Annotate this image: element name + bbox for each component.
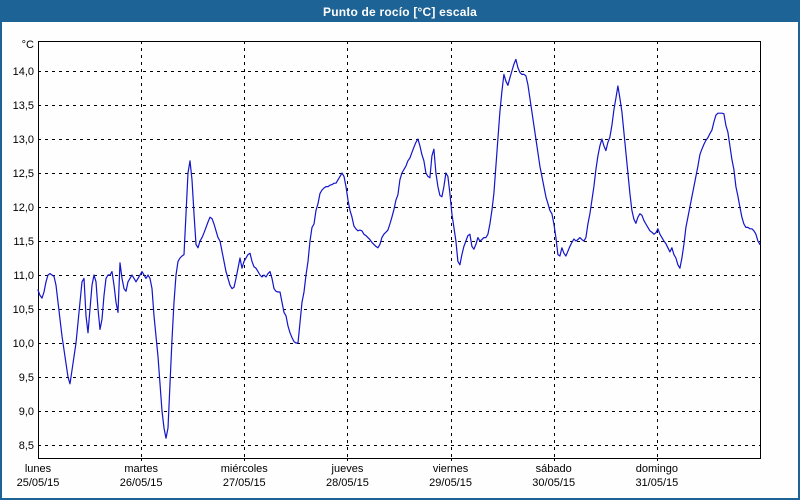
y-axis-labels: °C 14,0 13,5 13,0 12,5 12,0 11,5 11,0 10,5 10,0 9,… — [13, 39, 34, 452]
svg-text:8,5: 8,5 — [19, 440, 34, 452]
svg-text:12,0: 12,0 — [13, 202, 34, 214]
svg-text:11,5: 11,5 — [13, 236, 34, 248]
day-date-label: 31/05/15 — [635, 477, 678, 489]
day-name-label: domingo — [636, 463, 678, 475]
title-bar: Punto de rocío [°C] escala — [2, 2, 798, 22]
day-date-label: 28/05/15 — [326, 477, 369, 489]
day-name-label: lunes — [25, 463, 52, 475]
day-name-label: jueves — [331, 463, 364, 475]
svg-text:13,0: 13,0 — [13, 134, 34, 146]
svg-text:13,5: 13,5 — [13, 100, 34, 112]
plot-border — [38, 41, 761, 459]
dew-point-series-line — [37, 58, 761, 439]
y-axis-unit-label: °C — [22, 39, 34, 51]
svg-text:9,0: 9,0 — [19, 406, 34, 418]
day-name-label: martes — [124, 463, 158, 475]
day-date-label: 27/05/15 — [223, 477, 266, 489]
day-date-label: 25/05/15 — [17, 477, 60, 489]
svg-text:9,5: 9,5 — [19, 372, 34, 384]
day-date-label: 30/05/15 — [532, 477, 575, 489]
svg-text:14,0: 14,0 — [13, 66, 34, 78]
day-date-label: 26/05/15 — [120, 477, 163, 489]
svg-text:10,0: 10,0 — [13, 338, 34, 350]
day-name-label: miércoles — [221, 463, 269, 475]
day-name-label: sábado — [536, 463, 572, 475]
day-date-label: 29/05/15 — [429, 477, 472, 489]
gridlines — [38, 41, 760, 463]
svg-text:10,5: 10,5 — [13, 304, 34, 316]
svg-text:12,5: 12,5 — [13, 168, 34, 180]
chart-title: Punto de rocío [°C] escala — [322, 5, 478, 19]
x-axis-labels: lunes 25/05/15 martes 26/05/15 miércoles 27/0… — [17, 463, 679, 489]
day-name-label: viernes — [433, 463, 469, 475]
svg-text:11,0: 11,0 — [13, 270, 34, 282]
